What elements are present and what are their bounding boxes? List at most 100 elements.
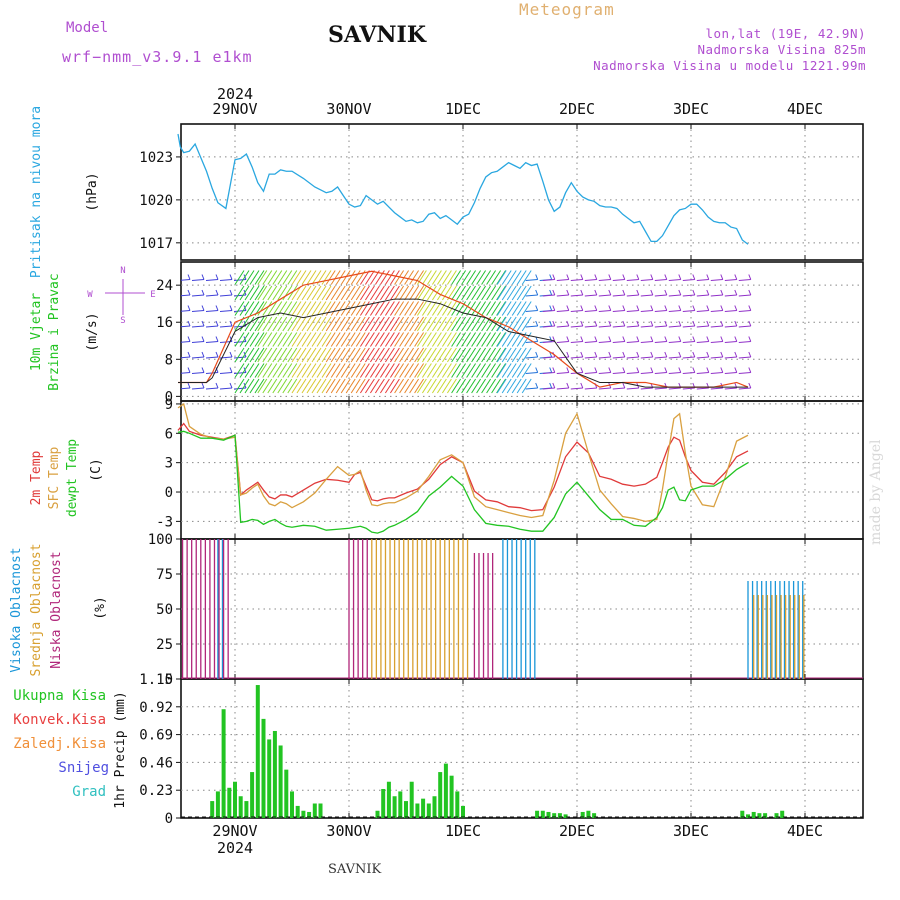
wind-barb xyxy=(738,310,751,312)
wind-barb xyxy=(612,341,625,343)
wind-barb xyxy=(436,347,447,363)
wind-barb xyxy=(215,382,219,389)
wind-barb xyxy=(542,279,555,281)
precip-bar xyxy=(392,796,397,818)
wind-barb xyxy=(340,363,351,378)
wind-barb xyxy=(191,325,205,328)
wind-barb xyxy=(521,316,532,332)
wind-barb xyxy=(421,316,432,332)
wind-barb xyxy=(738,372,751,374)
wind-barb xyxy=(461,270,472,285)
wind-barb xyxy=(451,316,462,332)
wind-barb xyxy=(570,294,583,297)
wind-unit: (m/s) xyxy=(85,312,100,351)
wind-barb xyxy=(345,301,356,316)
y-tick-label: 1023 xyxy=(139,150,173,166)
panel-frame xyxy=(180,123,864,261)
wind-barb xyxy=(306,332,317,347)
wind-barb xyxy=(446,363,457,378)
wind-barb xyxy=(612,325,625,328)
wind-barb xyxy=(441,301,452,316)
wind-barb xyxy=(234,378,245,394)
wind-barb xyxy=(461,332,472,347)
wind-barb xyxy=(566,320,570,327)
wind-barb xyxy=(521,301,532,316)
wind-barb xyxy=(374,301,385,316)
wind-barb xyxy=(594,305,598,311)
wind-barb xyxy=(272,378,283,394)
wind-barb xyxy=(306,363,317,378)
wind-barb xyxy=(640,325,653,328)
wind-barb xyxy=(570,279,583,281)
wind-barb xyxy=(682,372,695,374)
wind-barb xyxy=(664,367,668,373)
y-tick-label: 100 xyxy=(148,532,173,548)
wind-barb xyxy=(612,294,625,297)
wind-barb xyxy=(394,347,405,363)
wind-barb xyxy=(612,279,625,281)
wind-barb xyxy=(404,316,415,332)
wind-barb xyxy=(311,363,322,378)
wind-barb xyxy=(542,325,555,328)
precip-bar xyxy=(740,810,745,818)
wind-barb xyxy=(201,289,205,296)
wind-barb xyxy=(612,356,625,359)
wind-barb xyxy=(511,285,522,301)
wind-barb xyxy=(345,285,356,301)
date-label-top: 30NOV xyxy=(326,100,371,118)
precip-bar xyxy=(284,769,289,818)
wind-barb xyxy=(678,289,682,296)
wind-barb xyxy=(267,316,278,332)
wind-barb xyxy=(359,316,370,332)
wind-barb xyxy=(426,301,437,316)
y-tick-label: 1.15 xyxy=(139,672,173,688)
wind-barb xyxy=(566,351,570,358)
wind-barb xyxy=(436,316,447,332)
wind-barb xyxy=(287,285,298,301)
wind-barb xyxy=(301,316,312,332)
wind-barb xyxy=(748,367,752,373)
wind-barb xyxy=(486,347,497,363)
wind-barb xyxy=(301,270,312,285)
wind-barb xyxy=(229,367,233,373)
wind-barb xyxy=(668,325,681,328)
y-tick-label: 1017 xyxy=(139,236,173,252)
wind-barb xyxy=(414,332,425,347)
wind-barb xyxy=(542,310,555,312)
wind-barb xyxy=(710,387,723,390)
compass-n: N xyxy=(120,266,125,276)
wind-barb xyxy=(626,294,639,297)
wind-barb xyxy=(316,378,327,394)
wind-barb xyxy=(626,387,639,390)
wind-barb xyxy=(654,341,667,343)
wind-barb xyxy=(506,285,517,301)
wind-barb xyxy=(501,301,512,316)
wind-barb xyxy=(325,285,336,301)
wind-barb xyxy=(340,270,351,285)
wind-barb xyxy=(345,270,356,285)
wind-barb xyxy=(471,316,482,332)
wind-barb xyxy=(650,351,654,358)
wind-barb xyxy=(491,270,502,285)
wind-barb xyxy=(282,378,293,394)
wind-barb xyxy=(682,387,695,390)
wind-barb xyxy=(306,347,317,363)
wind-barb xyxy=(181,341,191,343)
wind-barb xyxy=(511,301,522,316)
wind-barb xyxy=(650,367,654,373)
wind-barb xyxy=(379,316,390,332)
wind-barb xyxy=(254,285,265,301)
wind-barb xyxy=(516,316,527,332)
wind-barb xyxy=(291,363,302,378)
wind-barb xyxy=(239,378,250,394)
date-label-bottom: 4DEC xyxy=(787,822,823,840)
wind-barb xyxy=(409,285,420,301)
wind-barb xyxy=(215,320,219,327)
wind-barb xyxy=(734,367,738,373)
wind-barb xyxy=(389,378,400,394)
wind-barb xyxy=(181,294,191,297)
precip-bar xyxy=(307,811,312,818)
wind-barb xyxy=(496,347,507,363)
wind-barb xyxy=(416,378,427,394)
